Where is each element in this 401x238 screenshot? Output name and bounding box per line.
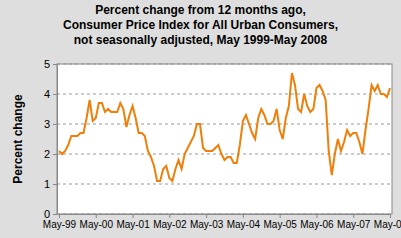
x-tick: May-03 xyxy=(190,214,224,230)
y-tick-mark xyxy=(53,94,57,95)
y-tick-label: 3 xyxy=(44,118,50,130)
y-tick: 5 xyxy=(44,58,57,70)
grid-line xyxy=(57,154,392,155)
x-tick: May-04 xyxy=(227,214,261,230)
grid-line xyxy=(57,184,392,185)
y-tick-mark xyxy=(53,184,57,185)
x-tick-mark xyxy=(353,214,354,218)
x-tick: May-06 xyxy=(300,214,334,230)
y-tick-mark xyxy=(53,64,57,65)
y-tick: 2 xyxy=(44,148,57,160)
x-tick-mark xyxy=(243,214,244,218)
x-tick: May-00 xyxy=(80,214,114,230)
x-tick: May-05 xyxy=(263,214,297,230)
x-tick: May-01 xyxy=(116,214,150,230)
x-axis-line xyxy=(60,215,391,219)
x-tick-mark xyxy=(206,214,207,218)
x-tick: May-02 xyxy=(153,214,187,230)
chart: Percent change from 12 months ago,Consum… xyxy=(0,0,401,238)
x-tick-label: May-01 xyxy=(116,219,150,230)
y-tick: 4 xyxy=(44,88,57,100)
grid-line xyxy=(57,94,392,95)
x-tick-label: May-04 xyxy=(227,219,261,230)
x-tick: May-99 xyxy=(43,214,77,230)
title-line: not seasonally adjusted, May 1999-May 20… xyxy=(74,33,328,47)
x-tick-label: May-06 xyxy=(300,219,334,230)
x-tick-mark xyxy=(59,214,60,218)
x-tick: May-07 xyxy=(337,214,371,230)
y-tick-mark xyxy=(53,214,57,215)
series xyxy=(59,73,390,181)
y-tick-label: 4 xyxy=(44,88,50,100)
x-tick-label: May-03 xyxy=(190,219,224,230)
x-tick: May-08 xyxy=(374,214,401,230)
title-line: Consumer Price Index for All Urban Consu… xyxy=(63,18,338,32)
x-tick-mark xyxy=(390,214,391,218)
x-tick-mark xyxy=(280,214,281,218)
y-axis: 012345 xyxy=(44,58,58,220)
title: Percent change from 12 months ago,Consum… xyxy=(63,3,338,47)
plot: 012345May-99May-00May-01May-02May-03May-… xyxy=(43,58,401,230)
x-tick-label: May-99 xyxy=(43,219,77,230)
y-tick-label: 5 xyxy=(44,58,50,70)
y-axis-line xyxy=(53,65,58,215)
title-line: Percent change from 12 months ago, xyxy=(95,3,306,17)
x-tick-mark xyxy=(169,214,170,218)
x-tick-label: May-02 xyxy=(153,219,187,230)
grid xyxy=(57,64,392,214)
x-tick-label: May-07 xyxy=(337,219,371,230)
grid-line xyxy=(57,124,392,125)
x-axis: May-99May-00May-01May-02May-03May-04May-… xyxy=(43,214,401,230)
y-tick-mark xyxy=(53,154,57,155)
x-tick-mark xyxy=(316,214,317,218)
y-tick: 3 xyxy=(44,118,57,130)
y-tick: 1 xyxy=(44,178,57,190)
y-tick-label: 1 xyxy=(44,178,50,190)
x-tick-label: May-05 xyxy=(263,219,297,230)
plot-background xyxy=(57,64,392,214)
y-axis-title: Percent change xyxy=(11,94,25,184)
x-tick-label: May-00 xyxy=(80,219,114,230)
x-tick-label: May-08 xyxy=(374,219,401,230)
cpi-line xyxy=(59,73,390,181)
plot-frame xyxy=(57,64,392,214)
y-tick-label: 2 xyxy=(44,148,50,160)
x-tick-mark xyxy=(96,214,97,218)
x-tick-mark xyxy=(133,214,134,218)
y-tick-mark xyxy=(53,124,57,125)
